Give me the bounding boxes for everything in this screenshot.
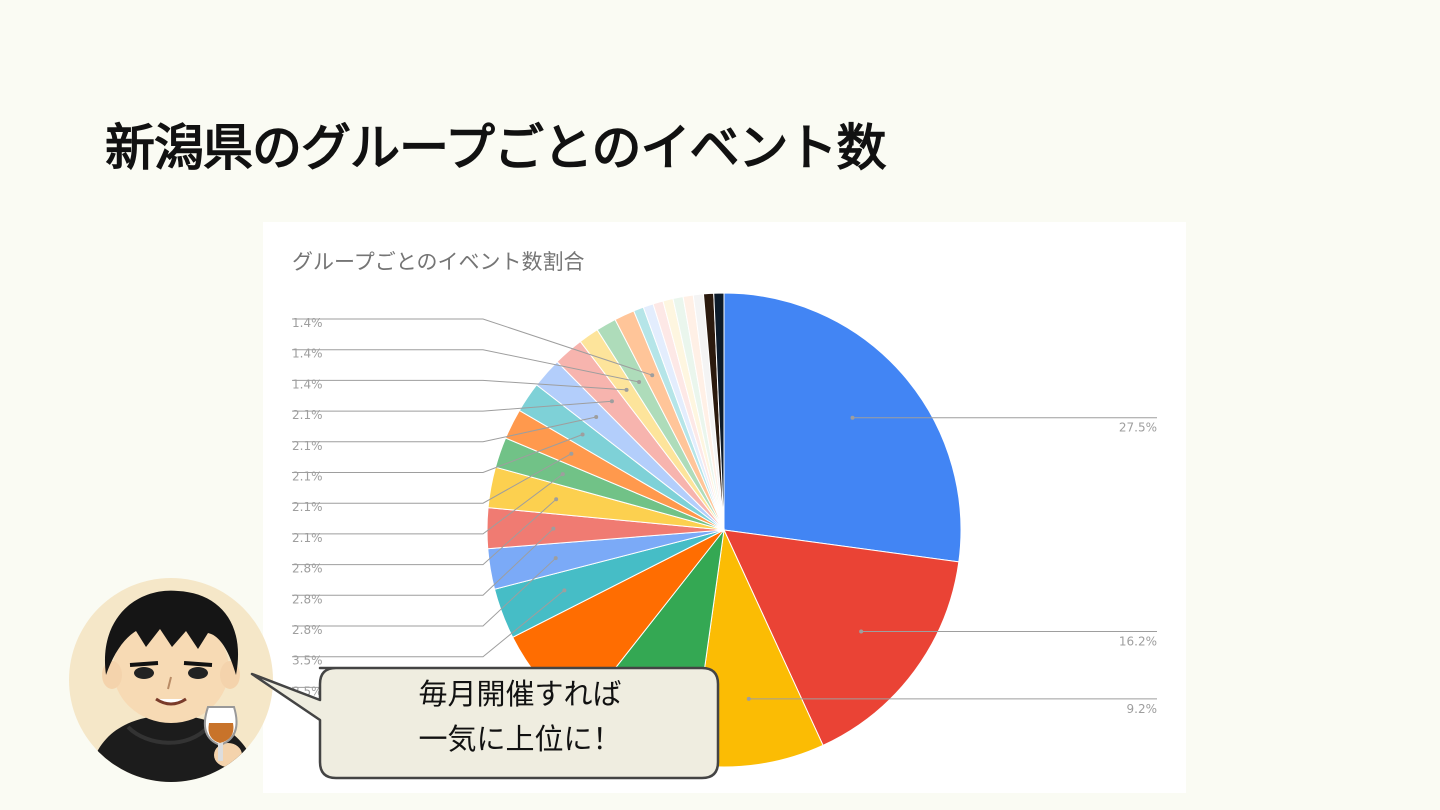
data-label-11: 2.1%	[292, 470, 323, 484]
leader-line-8	[292, 498, 557, 566]
leader-line-15	[292, 349, 640, 383]
data-label-8: 2.8%	[292, 562, 323, 576]
data-label-15: 1.4%	[292, 347, 323, 361]
slide-title: 新潟県のグループごとのイベント数	[105, 119, 886, 177]
leader-line-10	[292, 453, 572, 504]
leader-line-13	[292, 400, 612, 412]
leader-dot-1	[859, 629, 864, 634]
data-label-7: 2.8%	[292, 592, 323, 606]
data-label-13: 2.1%	[292, 408, 323, 422]
leader-line-14	[292, 379, 627, 391]
leader-dot-14	[624, 387, 629, 392]
data-label-5: 3.5%	[292, 654, 323, 668]
speech-bubble	[250, 666, 720, 780]
data-label-16: 1.4%	[292, 316, 323, 330]
leader-dot-5	[562, 588, 567, 593]
pie-slice-0	[723, 292, 962, 563]
data-label-6: 2.8%	[292, 623, 323, 637]
leader-line-11	[292, 434, 583, 473]
leader-line-16	[292, 318, 653, 376]
data-label-9: 2.1%	[292, 531, 323, 545]
leader-dot-2	[746, 696, 751, 701]
leader-dot-10	[569, 451, 574, 456]
pie-slice-1	[723, 529, 960, 746]
leader-dot-9	[560, 472, 565, 477]
leader-line-9	[292, 473, 564, 535]
data-label-14: 1.4%	[292, 377, 323, 391]
speech-bubble-line2: 一気に上位に！	[418, 722, 622, 756]
leader-line-6	[292, 557, 557, 627]
speech-bubble-text: 毎月開催すれば 一気に上位に！	[320, 672, 720, 762]
leader-dot-6	[553, 556, 558, 561]
leader-line-5	[292, 589, 565, 658]
leader-line-7	[292, 528, 554, 596]
presenter-avatar	[69, 578, 273, 782]
data-label-2: 9.2%	[1127, 702, 1158, 716]
leader-dot-16	[650, 373, 655, 378]
leader-dot-8	[554, 497, 559, 502]
data-label-10: 2.1%	[292, 500, 323, 514]
data-label-0: 27.5%	[1119, 421, 1157, 435]
data-label-12: 2.1%	[292, 439, 323, 453]
leader-dot-0	[850, 415, 855, 420]
chart-title: グループごとのイベント数割合	[292, 250, 585, 274]
pie-slice-25	[713, 292, 725, 531]
leader-dot-12	[594, 414, 599, 419]
leader-line-12	[292, 416, 597, 443]
leader-dot-15	[637, 380, 642, 385]
data-label-1: 16.2%	[1119, 635, 1157, 649]
leader-dot-11	[580, 432, 585, 437]
pie-data-labels: 27.5% 16.2% 9.2% 1.4% 1.4% 1.4% 2.1% 2.1% 2.1% 2.…	[292, 316, 1157, 716]
leader-dot-7	[551, 526, 556, 531]
leader-dot-13	[609, 399, 614, 404]
speech-bubble-line1: 毎月開催すれば	[418, 677, 622, 711]
